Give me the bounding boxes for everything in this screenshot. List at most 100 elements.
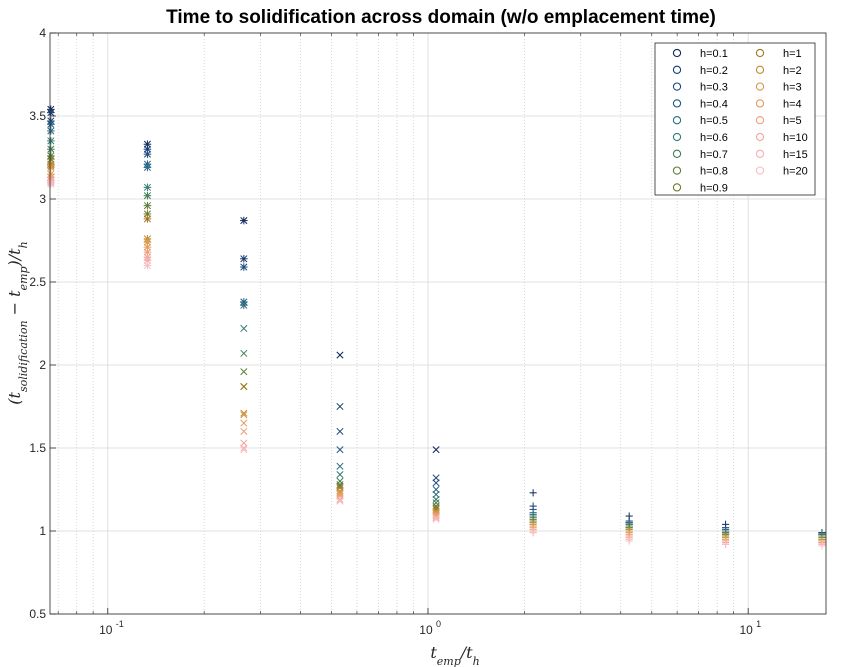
data-point [432,485,440,494]
data-point [240,439,248,447]
legend-item: h=0.3 [672,82,728,94]
data-point [336,446,344,454]
legend-label: h=3 [783,82,802,94]
legend-item: h=0.6 [672,132,728,144]
data-point [143,145,152,153]
legend-item: h=4 [755,98,802,110]
x-axis-label-text: temp​/th​ [430,643,479,667]
data-point [240,263,248,271]
data-point [240,368,248,376]
data-point [47,163,55,172]
x-tick-exponent: 1 [756,619,761,629]
legend-label: h=0.3 [700,82,728,94]
data-point [336,351,344,359]
data-point [336,489,344,497]
data-point [336,462,344,470]
data-point [336,427,344,435]
chart-title: Time to solidification across domain (w/… [166,7,716,28]
data-point [240,349,248,357]
legend-item: h=2 [755,65,802,77]
data-point [47,120,55,129]
x-tick-exponent: -1 [116,619,124,629]
data-point [432,479,440,487]
data-point [529,529,537,537]
legend-item: h=5 [755,115,802,127]
data-point [143,215,152,223]
legend-item: h=1 [755,48,802,60]
data-point [432,512,440,520]
data-point [432,514,440,522]
legend-label: h=0.5 [700,115,728,127]
data-point [336,480,344,489]
legend-marker [755,48,765,58]
data-point [240,409,248,417]
data-point [47,180,55,188]
legend-marker [672,48,682,58]
data-point [336,471,344,479]
y-tick-label: 0.5 [29,607,46,621]
legend-label: h=5 [783,115,802,127]
y-tick-label: 3.5 [29,109,46,123]
data-point [432,510,440,518]
legend-label: h=0.2 [700,65,728,77]
legend-label: h=0.9 [700,182,728,194]
data-point [240,216,248,225]
data-point [47,127,55,135]
x-tick-label: 10 [99,623,113,637]
data-point [336,402,344,411]
data-point [432,446,440,454]
data-point [336,484,344,492]
x-tick-label: 10 [419,623,433,637]
data-point [432,474,440,482]
data-point [143,163,152,172]
legend-item: h=3 [755,82,802,94]
data-point [240,446,248,454]
legend-marker [755,132,765,142]
legend-label: h=4 [783,98,802,110]
data-point [47,137,55,145]
data-point [432,504,440,512]
legend-marker [755,166,765,175]
legend-label: h=0.1 [700,48,728,60]
y-tick-label: 2 [39,358,46,372]
data-point [143,150,152,158]
legend-item: h=0.1 [672,48,728,60]
legend-marker [672,149,682,158]
plot-frame [49,32,827,615]
data-point [818,542,826,550]
legend-marker [672,82,682,91]
data-point [143,140,152,149]
y-tick-label: 2.5 [29,275,46,289]
data-point [529,489,537,497]
legend-label: h=10 [783,132,808,144]
data-point [240,411,248,419]
x-tick-label: 10 [739,623,753,637]
legend-item: h=0.7 [672,149,728,161]
data-point [143,191,152,200]
legend-marker [672,116,682,125]
data-point [143,243,152,251]
legend-item: h=0.5 [672,115,728,127]
legend-marker [672,99,682,108]
data-point [721,540,730,548]
data-point [143,256,152,265]
data-point [336,492,344,500]
data-point [47,145,55,153]
data-point [432,490,440,499]
legend-item: h=20 [755,166,808,178]
legend-item: h=0.9 [672,182,728,194]
legend-marker [672,166,682,175]
legend-item: h=0.4 [672,98,728,110]
legend-box [654,42,816,196]
legend-label: h=0.4 [700,98,728,110]
legend-label: h=15 [783,149,808,161]
data-point [240,419,248,427]
legend: h=0.1 h=0.2 h=0.3 h=0.4 h=0.5 h=0.6 h=0.7 h=0.8… [654,42,816,196]
data-point [47,108,55,117]
data-point [336,487,344,495]
data-point [240,254,248,263]
x-tick-exponent: 0 [436,619,441,629]
data-point [432,502,440,510]
data-point [336,495,344,504]
data-point [432,499,440,507]
